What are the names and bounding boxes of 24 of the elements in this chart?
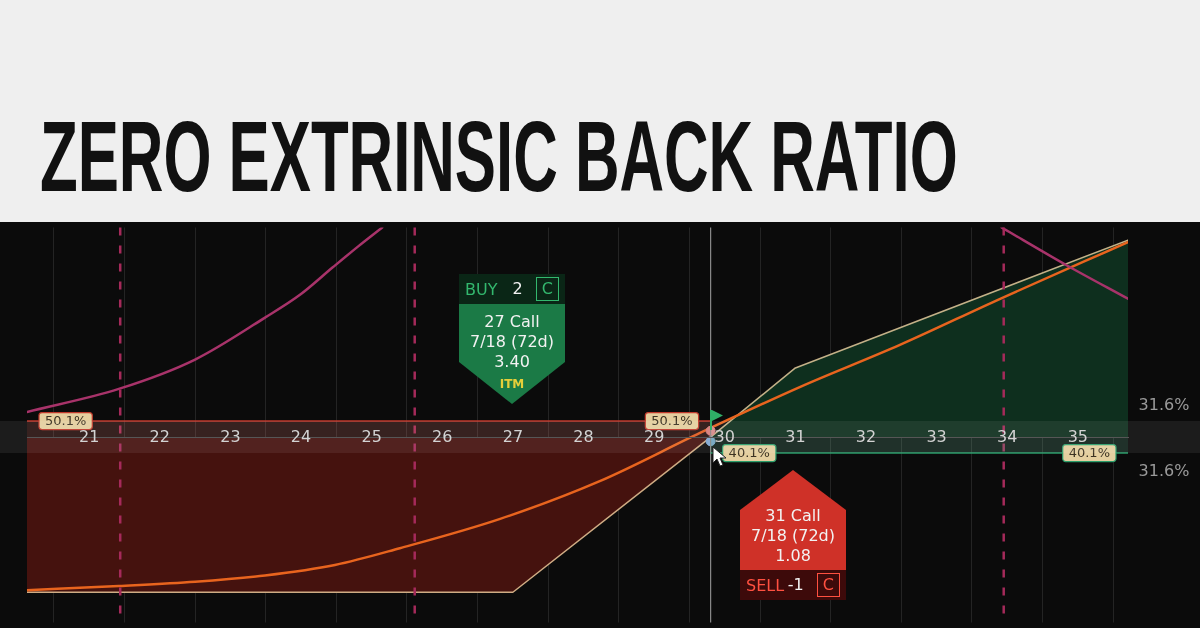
x-tick-label: 30 — [714, 426, 735, 446]
annotation: 31 Call 7/18 (72d) 1.08 SELL -1 C — [745, 506, 836, 597]
x-tick-label: 27 — [502, 426, 524, 446]
x-tick-label: 25 — [361, 426, 382, 446]
chart-title: ZERO EXTRINSIC BACK RATIO — [40, 100, 958, 212]
x-tick-label: 24 — [290, 426, 312, 446]
band-label: 50.1% — [44, 413, 87, 429]
x-tick-label: 29 — [643, 426, 665, 446]
x-tick-label: 21 — [78, 426, 100, 446]
x-tick-label: 31 — [785, 426, 806, 446]
text: 40.1% — [1068, 445, 1111, 461]
x-tick-label: 22 — [149, 426, 170, 446]
x-tick-label: 35 — [1067, 426, 1089, 446]
x-tick-label: 32 — [855, 426, 877, 446]
x-tick-label: 34 — [997, 426, 1018, 446]
x-tick-label: 23 — [220, 426, 241, 446]
x-tick-label: 33 — [926, 426, 947, 446]
x-tick-label: 28 — [573, 426, 594, 446]
text: 31.6% — [1138, 460, 1190, 480]
band-label: 40.1% — [728, 445, 770, 461]
x-tick-label: 26 — [432, 426, 453, 446]
annotation: BUY 2 C 27 Call 7/18 (72d) 3.40 ITM — [464, 278, 555, 393]
text: 50.1% — [651, 413, 693, 429]
text: 31.6% — [1138, 394, 1190, 414]
